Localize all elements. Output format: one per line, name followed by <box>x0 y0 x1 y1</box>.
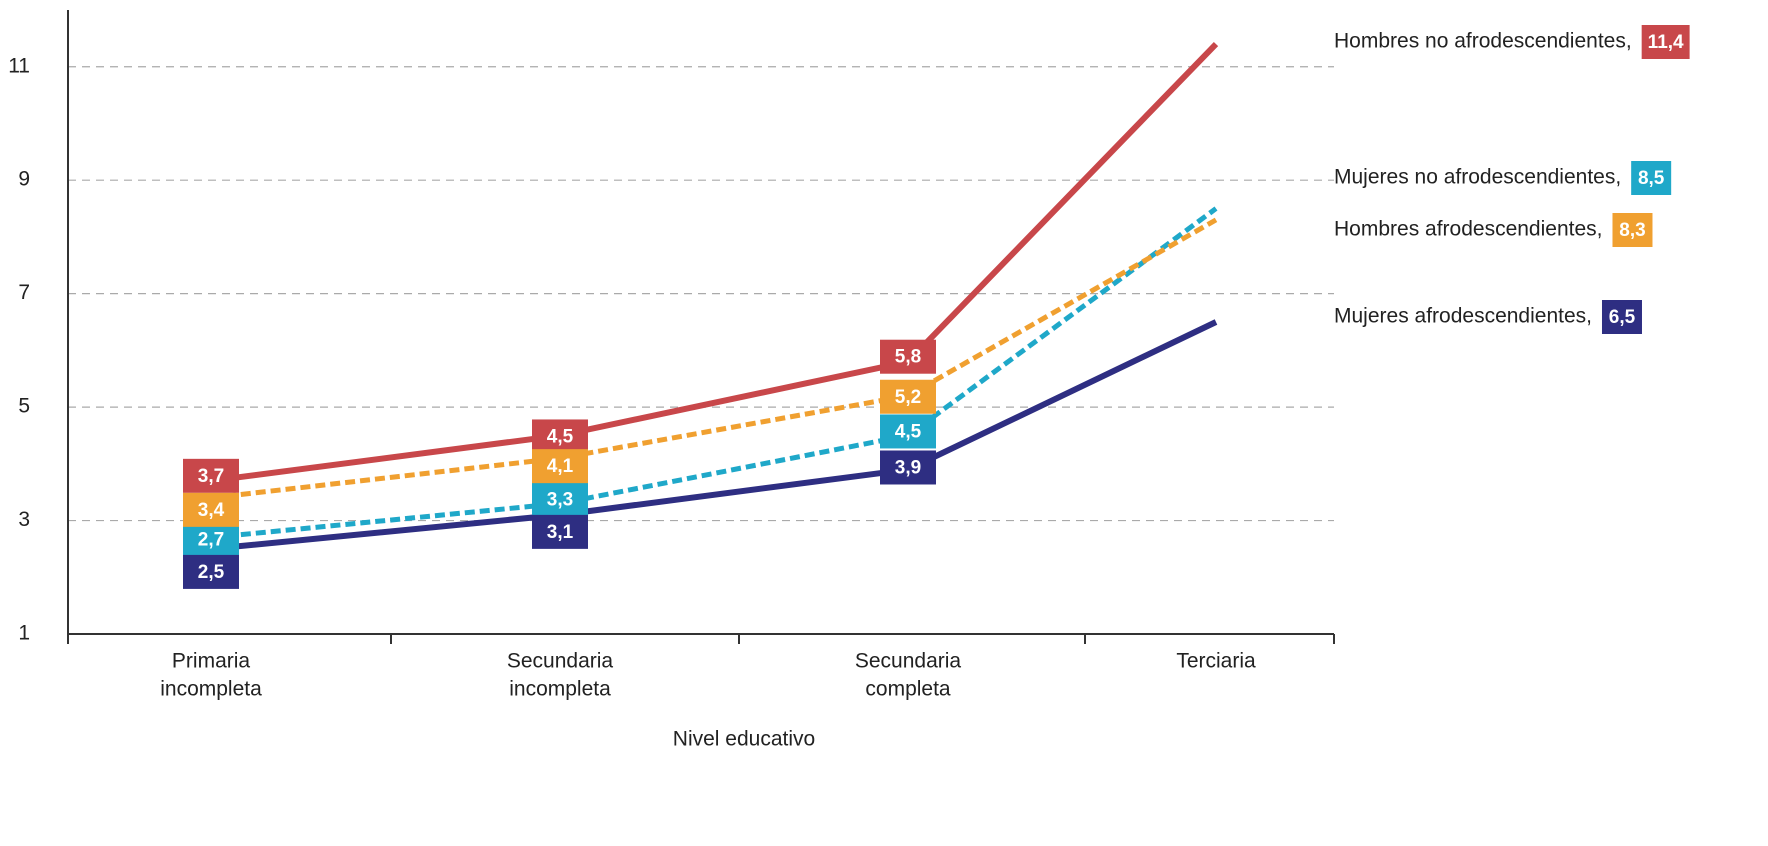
value-label: 3,1 <box>547 522 574 543</box>
x-tick-label: Secundaria <box>507 650 614 673</box>
x-tick-label: Secundaria <box>855 650 962 673</box>
x-axis-title: Nivel educativo <box>673 728 815 751</box>
value-label: 8,3 <box>1619 220 1645 241</box>
value-label: 3,9 <box>895 458 921 479</box>
x-tick-label: Terciaria <box>1176 650 1256 673</box>
x-tick-label: completa <box>865 678 951 701</box>
value-label: 4,5 <box>895 421 922 442</box>
labels: 3,7 4,5 5,8 2,7 3,3 4,5 3,4 4,1 5,2 2,5 3,1 3,9 <box>183 339 936 589</box>
value-label-box <box>880 450 936 485</box>
value-label: 4,1 <box>547 456 574 477</box>
series-line <box>210 41 1219 484</box>
value-label-box <box>532 482 588 517</box>
value-label-box <box>183 492 239 527</box>
value-label: 8,5 <box>1638 168 1665 189</box>
value-label: 4,5 <box>547 426 574 447</box>
value-label: 6,5 <box>1609 307 1636 328</box>
lines <box>210 41 1219 552</box>
value-label: 3,3 <box>547 490 573 511</box>
value-label-box <box>532 514 588 549</box>
value-label: 11,4 <box>1648 32 1684 53</box>
x-tick-label: Primaria <box>172 650 250 673</box>
legend-swatch <box>1641 25 1690 59</box>
value-label-box <box>183 458 239 493</box>
value-label-box <box>880 414 936 449</box>
value-label-box <box>183 554 239 589</box>
y-tick-label: 7 <box>18 281 30 304</box>
value-label-box <box>183 522 239 557</box>
y-tick-label: 1 <box>18 622 30 645</box>
value-label: 3,4 <box>198 500 225 521</box>
x-tick-label: incompleta <box>160 678 262 701</box>
legend-swatch <box>1601 300 1642 334</box>
value-label: 2,7 <box>198 530 224 551</box>
series-line <box>210 217 1218 501</box>
series-line <box>210 206 1218 541</box>
y-tick-label: 11 <box>8 54 30 77</box>
value-label-box <box>532 449 588 484</box>
value-label: 3,7 <box>198 466 224 487</box>
legend-swatch <box>1631 161 1672 195</box>
x-tick-label: incompleta <box>509 678 611 701</box>
value-label: 5,2 <box>895 387 921 408</box>
legend-label: Mujeres no afrodescendientes, <box>1334 166 1621 189</box>
value-label-box <box>880 379 936 414</box>
value-label: 5,8 <box>895 347 921 368</box>
legend-label: Hombres afrodescendientes, <box>1334 218 1602 241</box>
value-label: 2,5 <box>198 562 225 583</box>
legend-label: Hombres no afrodescendientes, <box>1334 30 1632 53</box>
value-label-box <box>880 339 936 374</box>
legend-label: Mujeres afrodescendientes, <box>1334 305 1592 328</box>
value-label-box <box>532 419 588 454</box>
y-tick-label: 5 <box>18 395 30 418</box>
series-line <box>210 319 1218 552</box>
y-tick-label: 9 <box>18 168 30 191</box>
y-tick-label: 3 <box>18 508 30 531</box>
legend-swatch <box>1612 213 1653 247</box>
